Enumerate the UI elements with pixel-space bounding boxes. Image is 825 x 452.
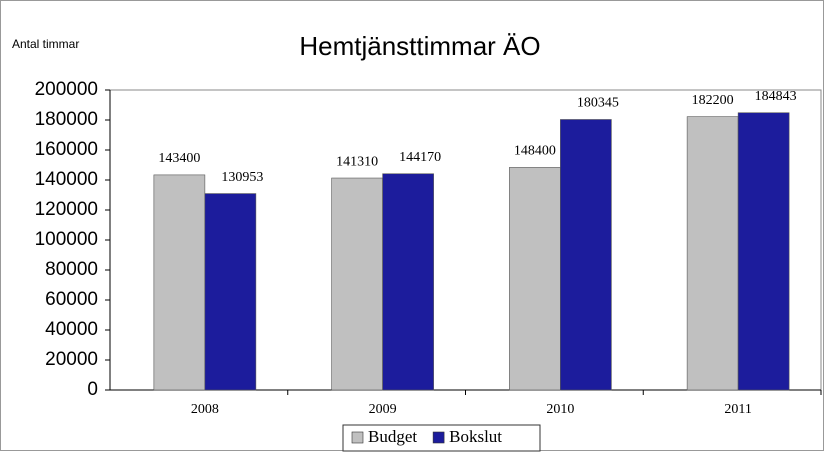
legend-label: Bokslut: [449, 427, 502, 446]
y-tick-label: 40000: [45, 319, 98, 340]
x-tick-label: 2011: [724, 402, 751, 417]
data-label: 180345: [577, 96, 619, 111]
bar: [204, 193, 257, 391]
y-tick-label: 100000: [35, 229, 98, 250]
data-label: 184843: [755, 89, 797, 104]
bar: [737, 112, 790, 391]
data-label: 143400: [158, 151, 200, 166]
chart-title: Hemtjänsttimmar ÄO: [299, 31, 540, 61]
bar: [153, 174, 206, 391]
data-label: 141310: [336, 154, 378, 169]
x-tick-label: 2010: [546, 402, 574, 417]
legend-swatch: [432, 431, 445, 444]
y-tick-label: 200000: [35, 79, 98, 100]
y-tick-label: 0: [87, 379, 98, 400]
x-tick-label: 2009: [369, 402, 397, 417]
y-tick-label: 140000: [35, 169, 98, 190]
legend-swatch: [351, 431, 364, 444]
bar: [686, 116, 739, 391]
y-axis-label: Antal timmar: [12, 37, 79, 51]
legend-label: Budget: [368, 427, 417, 446]
y-tick-label: 180000: [35, 109, 98, 130]
y-tick-label: 20000: [45, 349, 98, 370]
bar: [331, 177, 383, 391]
bar: [509, 167, 561, 391]
bar: [560, 119, 612, 391]
data-label: 148400: [514, 144, 556, 159]
y-tick-label: 120000: [35, 199, 98, 220]
bar: [382, 173, 434, 391]
x-tick-label: 2008: [191, 402, 219, 417]
data-label: 130953: [221, 170, 263, 185]
y-tick-label: 160000: [35, 139, 98, 160]
data-label: 144170: [399, 150, 441, 165]
y-tick-label: 80000: [45, 259, 98, 280]
data-label: 182200: [692, 93, 734, 108]
y-tick-label: 60000: [45, 289, 98, 310]
